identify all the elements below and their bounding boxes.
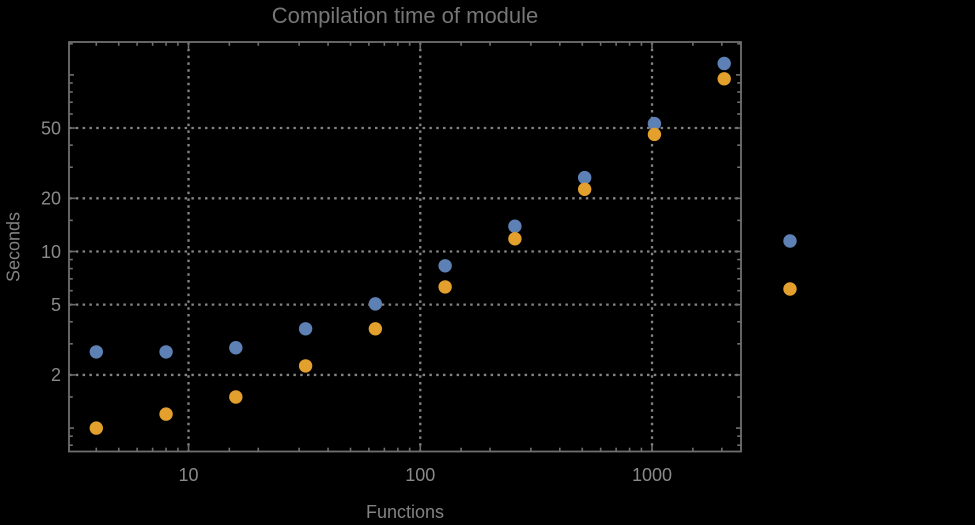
legend-marker-series-2 — [783, 282, 797, 296]
x-tick-label: 1000 — [632, 465, 672, 485]
data-point-series-1 — [89, 345, 103, 359]
data-point-series-1 — [647, 116, 662, 131]
data-point-series-1 — [368, 297, 383, 311]
data-point-series-1 — [717, 56, 731, 71]
y-tick-label: 10 — [41, 242, 61, 262]
data-point-series-1 — [438, 259, 452, 273]
data-point-series-2 — [438, 280, 452, 294]
data-point-series-1 — [577, 170, 592, 185]
data-point-series-2 — [89, 421, 103, 435]
plot-frame — [68, 41, 742, 453]
data-point-series-2 — [577, 182, 592, 196]
x-axis-label: Functions — [365, 502, 445, 522]
y-tick-label: 50 — [41, 118, 61, 138]
data-point-series-1 — [229, 341, 243, 355]
data-point-series-2 — [298, 359, 313, 373]
data-point-series-2 — [159, 407, 173, 421]
data-point-series-1 — [298, 322, 313, 336]
x-tick-label: 10 — [179, 465, 199, 485]
data-point-series-1 — [159, 345, 173, 359]
data-point-series-2 — [717, 72, 731, 86]
legend-marker-series-1 — [783, 234, 797, 248]
x-tick-label: 100 — [405, 465, 435, 485]
data-point-series-2 — [229, 390, 243, 404]
data-point-series-2 — [508, 232, 522, 246]
data-point-series-2 — [647, 127, 662, 142]
y-tick-label: 20 — [41, 189, 61, 209]
y-tick-label: 2 — [51, 365, 61, 385]
chart-title: Compilation time of module — [271, 3, 539, 28]
y-tick-label: 5 — [51, 295, 61, 315]
data-point-series-1 — [508, 219, 522, 233]
data-point-series-2 — [368, 322, 383, 336]
